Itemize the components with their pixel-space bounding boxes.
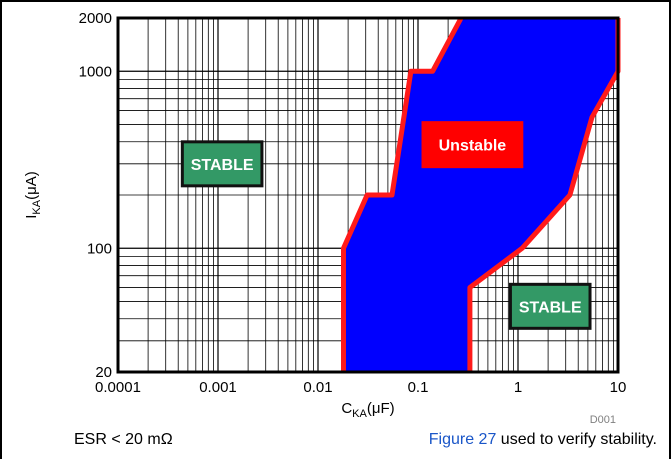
x-tick-label: 0.01 [303, 379, 332, 396]
unstable-label: Unstable [421, 121, 524, 169]
x-axis-title-unit: (μF) [367, 400, 395, 417]
y-axis-title-main: I [23, 215, 40, 219]
y-axis-title: IKA(μA) [23, 171, 43, 219]
x-axis-title: CKA(μF) [341, 400, 394, 420]
y-axis-title-unit: (μA) [23, 171, 40, 200]
region-label-box [421, 121, 524, 169]
y-tick-label: 20 [95, 364, 112, 381]
region-label-text: STABLE [519, 299, 582, 316]
plot-border [116, 16, 620, 374]
y-tick-label: 100 [87, 240, 112, 257]
y-tick-label: 1000 [79, 63, 112, 80]
figure-27-link[interactable]: Figure 27 [428, 431, 497, 448]
region-labels: STABLE Unstable STABLE [180, 121, 592, 330]
unstable-region [341, 16, 621, 372]
tick-labels: 0.0001 0.001 0.01 0.1 1 10 20 100 1000 2000 [79, 10, 627, 396]
y-axis-title-sub: KA [31, 199, 43, 214]
figure-reference: Figure 27 used to verify stability. [429, 430, 657, 450]
region-label-box [180, 140, 264, 188]
stable-label-left: STABLE [180, 140, 264, 188]
stable-label-right: STABLE [508, 282, 592, 330]
left-stability-boundary [341, 16, 464, 372]
frame-right-border [669, 0, 671, 459]
figure-id: D001 [590, 414, 616, 426]
x-axis-title-main: C [341, 400, 352, 417]
x-tick-label: 0.0001 [95, 379, 141, 396]
x-tick-label: 0.1 [408, 379, 429, 396]
x-tick-label: 1 [514, 379, 522, 396]
region-label-text: STABLE [191, 157, 254, 174]
esr-note: ESR < 20 mΩ [74, 431, 173, 448]
frame-top-border [0, 0, 671, 2]
right-stability-boundary [467, 18, 621, 372]
figure-reference-text: used to verify stability. [496, 431, 657, 448]
y-tick-label: 2000 [79, 10, 112, 27]
x-axis-title-sub: KA [352, 408, 367, 420]
region-label-box [508, 282, 592, 330]
region-label-text: Unstable [439, 138, 507, 155]
frame-left-border [0, 0, 2, 459]
unstable-area-fill [343, 18, 618, 372]
x-tick-label: 10 [610, 379, 627, 396]
x-tick-label: 0.001 [199, 379, 237, 396]
